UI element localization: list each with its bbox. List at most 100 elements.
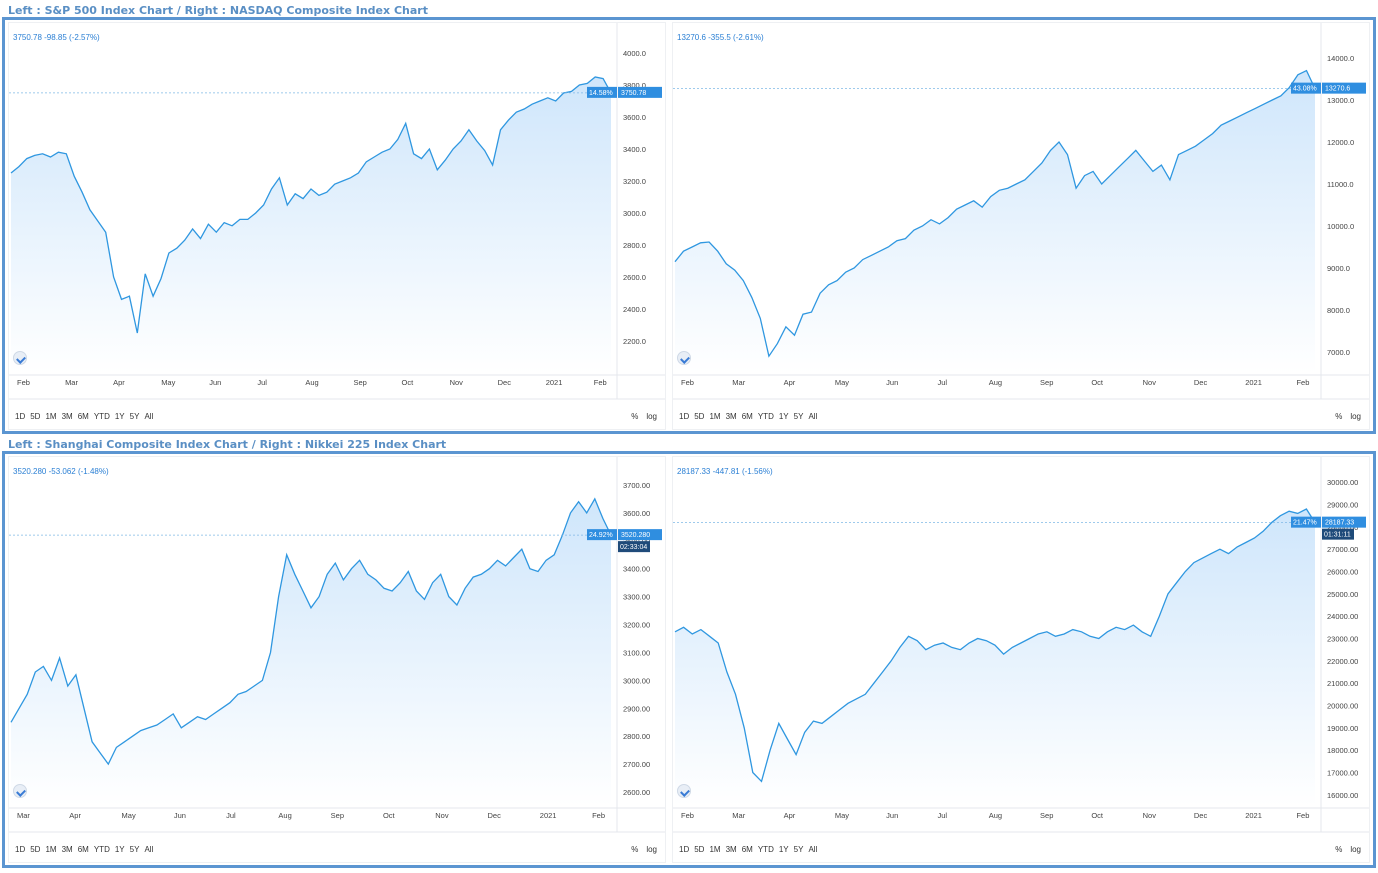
nikkei-y-tick-label: 26000.00	[1327, 568, 1358, 577]
nikkei-y-tick-label: 22000.00	[1327, 657, 1358, 666]
nikkei-y-tick-label: 24000.00	[1327, 612, 1358, 621]
nasdaq-last-value-tag-text: 13270.6	[1325, 86, 1350, 93]
nikkei-y-tick-label: 21000.00	[1327, 679, 1358, 688]
nikkei-y-tick-label: 18000.00	[1327, 746, 1358, 755]
nasdaq-x-tick-label: Mar	[732, 378, 745, 387]
sp500-area-fill	[11, 77, 611, 373]
range-button-3m[interactable]: 3M	[61, 845, 73, 854]
nikkei-chart-panel[interactable]: 28187.33 -447.81 (-1.56%) 30000.00 29000.0…	[672, 456, 1370, 863]
range-button-1d[interactable]: 1D	[679, 845, 690, 854]
nikkei-x-tick-label: Nov	[1143, 811, 1157, 820]
nikkei-x-tick-label: Dec	[1194, 811, 1208, 820]
range-button-1y[interactable]: 1Y	[778, 845, 789, 854]
sp500-y-tick-label: 2800.0	[623, 241, 646, 250]
nikkei-x-tick-label: Feb	[1296, 811, 1309, 820]
range-button-1d[interactable]: 1D	[15, 412, 26, 421]
range-button-1m[interactable]: 1M	[45, 412, 57, 421]
nasdaq-x-tick-label: Apr	[784, 378, 796, 387]
tradingview-logo-icon[interactable]	[677, 351, 691, 365]
nikkei-area-fill	[675, 509, 1315, 806]
sp500-y-tick-label: 2600.0	[623, 273, 646, 282]
range-button-ytd[interactable]: YTD	[757, 412, 774, 421]
percent-scale-button[interactable]: %	[631, 412, 639, 421]
range-button-6m[interactable]: 6M	[741, 412, 753, 421]
shanghai-x-tick-label: 2021	[540, 811, 557, 820]
percent-scale-button[interactable]: %	[1335, 412, 1343, 421]
range-button-all[interactable]: All	[144, 412, 154, 421]
sp500-scale-toolbar: % log	[631, 412, 657, 421]
range-button-3m[interactable]: 3M	[725, 412, 737, 421]
range-button-all[interactable]: All	[808, 845, 818, 854]
shanghai-y-tick-label: 3000.00	[623, 676, 650, 685]
range-button-1d[interactable]: 1D	[679, 412, 690, 421]
range-button-1y[interactable]: 1Y	[114, 845, 125, 854]
range-button-5d[interactable]: 5D	[694, 845, 705, 854]
sp500-x-tick-label: May	[161, 378, 175, 387]
range-button-5y[interactable]: 5Y	[129, 845, 140, 854]
range-button-6m[interactable]: 6M	[741, 845, 753, 854]
shanghai-y-tick-label: 3600.00	[623, 509, 650, 518]
range-button-3m[interactable]: 3M	[61, 412, 73, 421]
nasdaq-y-tick-label: 7000.0	[1327, 348, 1350, 357]
range-button-1d[interactable]: 1D	[15, 845, 26, 854]
percent-scale-button[interactable]: %	[1335, 845, 1343, 854]
range-button-1m[interactable]: 1M	[45, 845, 57, 854]
sp500-y-tick-label: 3600.0	[623, 113, 646, 122]
tradingview-logo-icon[interactable]	[13, 351, 27, 365]
log-scale-button[interactable]: log	[646, 412, 657, 421]
nasdaq-area-fill	[675, 70, 1315, 373]
shanghai-price-line	[10, 497, 612, 766]
nasdaq-y-tick-label: 8000.0	[1327, 306, 1350, 315]
range-button-ytd[interactable]: YTD	[93, 412, 110, 421]
shanghai-x-tick-label: Jul	[226, 811, 236, 820]
range-button-1y[interactable]: 1Y	[778, 412, 789, 421]
nikkei-x-tick-label: May	[835, 811, 849, 820]
nikkei-last-value-tag	[1322, 516, 1366, 528]
log-scale-button[interactable]: log	[1350, 412, 1361, 421]
nikkei-y-tick-label: 17000.00	[1327, 769, 1358, 778]
nasdaq-chart-panel[interactable]: 13270.6 -355.5 (-2.61%) 14000.0 13000.0 120…	[672, 22, 1370, 430]
tradingview-logo-icon[interactable]	[13, 784, 27, 798]
range-button-ytd[interactable]: YTD	[757, 845, 774, 854]
range-button-all[interactable]: All	[144, 845, 154, 854]
range-button-all[interactable]: All	[808, 412, 818, 421]
range-button-6m[interactable]: 6M	[77, 845, 89, 854]
range-button-5d[interactable]: 5D	[30, 845, 41, 854]
sp500-y-tick-label: 4000.0	[623, 49, 646, 58]
range-button-ytd[interactable]: YTD	[93, 845, 110, 854]
nasdaq-y-tick-label: 11000.0	[1327, 180, 1354, 189]
sp500-chart-svg: 4000.0 3800.0 3600.0 3400.0 3200.0 3000.0 2800…	[9, 23, 665, 400]
log-scale-button[interactable]: log	[1350, 845, 1361, 854]
shanghai-x-tick-label: Mar	[17, 811, 30, 820]
tradingview-logo-icon[interactable]	[677, 784, 691, 798]
shanghai-chart-panel[interactable]: 3520.280 -53.062 (-1.48%) 3700.00 3600.00 3…	[8, 456, 666, 863]
range-button-5y[interactable]: 5Y	[129, 412, 140, 421]
shanghai-area-fill	[11, 498, 611, 806]
sp500-y-tick-label: 2400.0	[623, 305, 646, 314]
range-button-5d[interactable]: 5D	[694, 412, 705, 421]
sp500-last-value-tag-text: 3750.78	[621, 90, 646, 97]
shanghai-time-tag-text: 02:33:04	[620, 544, 647, 551]
shanghai-x-tick-label: Dec	[488, 811, 502, 820]
shanghai-x-tick-label: Aug	[278, 811, 291, 820]
nikkei-percent-tag	[1291, 516, 1321, 528]
sp500-y-tick-label: 3800.0	[623, 81, 646, 90]
range-button-6m[interactable]: 6M	[77, 412, 89, 421]
percent-scale-button[interactable]: %	[631, 845, 639, 854]
shanghai-time-tag	[618, 541, 650, 553]
nikkei-x-tick-label: Oct	[1091, 811, 1104, 820]
range-button-1m[interactable]: 1M	[709, 412, 721, 421]
sp500-chart-panel[interactable]: 3750.78 -98.85 (-2.57%) 4000.0 3800.0 3600.…	[8, 22, 666, 430]
range-button-1y[interactable]: 1Y	[114, 412, 125, 421]
shanghai-x-tick-label: Apr	[69, 811, 81, 820]
range-button-5d[interactable]: 5D	[30, 412, 41, 421]
nikkei-chart-svg: 30000.0029000.0028000.0027000.0026000.00…	[673, 457, 1369, 833]
nasdaq-y-tick-label: 10000.0	[1327, 222, 1354, 231]
range-button-3m[interactable]: 3M	[725, 845, 737, 854]
shanghai-y-tick-label: 3300.00	[623, 593, 650, 602]
range-button-5y[interactable]: 5Y	[793, 412, 804, 421]
range-button-5y[interactable]: 5Y	[793, 845, 804, 854]
log-scale-button[interactable]: log	[646, 845, 657, 854]
shanghai-y-tick-label: 2600.00	[623, 788, 650, 797]
range-button-1m[interactable]: 1M	[709, 845, 721, 854]
